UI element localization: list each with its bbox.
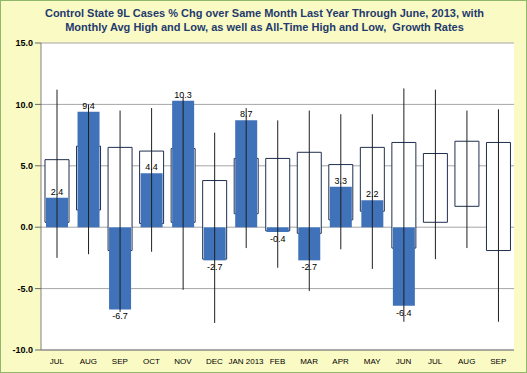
svg-text:FEB: FEB <box>270 357 286 366</box>
svg-text:2.2: 2.2 <box>366 189 379 199</box>
svg-text:NOV: NOV <box>174 357 192 366</box>
svg-text:4.4: 4.4 <box>145 162 158 172</box>
svg-text:JUN: JUN <box>396 357 412 366</box>
svg-text:DEC: DEC <box>206 357 223 366</box>
svg-text:MAY: MAY <box>364 357 381 366</box>
svg-text:15.0: 15.0 <box>15 38 33 48</box>
svg-text:-2.7: -2.7 <box>302 262 318 272</box>
svg-text:9.4: 9.4 <box>82 101 95 111</box>
svg-text:JAN 2013: JAN 2013 <box>228 357 264 366</box>
svg-text:-10.0: -10.0 <box>12 345 33 355</box>
svg-text:2.4: 2.4 <box>51 187 64 197</box>
svg-text:10.0: 10.0 <box>15 100 33 110</box>
svg-text:3.3: 3.3 <box>335 176 348 186</box>
svg-text:-5.0: -5.0 <box>17 284 33 294</box>
svg-text:MAR: MAR <box>300 357 318 366</box>
svg-text:10.3: 10.3 <box>174 90 192 100</box>
svg-text:-6.4: -6.4 <box>396 308 412 318</box>
html-text:Control State 9L Cases % Chg o: Control State 9L Cases % Chg over Same M… <box>45 7 488 33</box>
svg-text:-6.7: -6.7 <box>112 311 128 321</box>
svg-text:JUL: JUL <box>50 357 65 366</box>
svg-text:8.7: 8.7 <box>240 109 253 119</box>
svg-text:AUG: AUG <box>458 357 475 366</box>
svg-text:0.0: 0.0 <box>20 222 33 232</box>
svg-text:-0.4: -0.4 <box>270 234 286 244</box>
svg-text:OCT: OCT <box>143 357 160 366</box>
svg-text:JUL: JUL <box>428 357 443 366</box>
svg-text:-2.7: -2.7 <box>207 262 223 272</box>
svg-text:SEP: SEP <box>490 357 506 366</box>
svg-text:APR: APR <box>332 357 349 366</box>
svg-text:SEP: SEP <box>112 357 128 366</box>
svg-text:5.0: 5.0 <box>20 161 33 171</box>
svg-text:AUG: AUG <box>80 357 97 366</box>
